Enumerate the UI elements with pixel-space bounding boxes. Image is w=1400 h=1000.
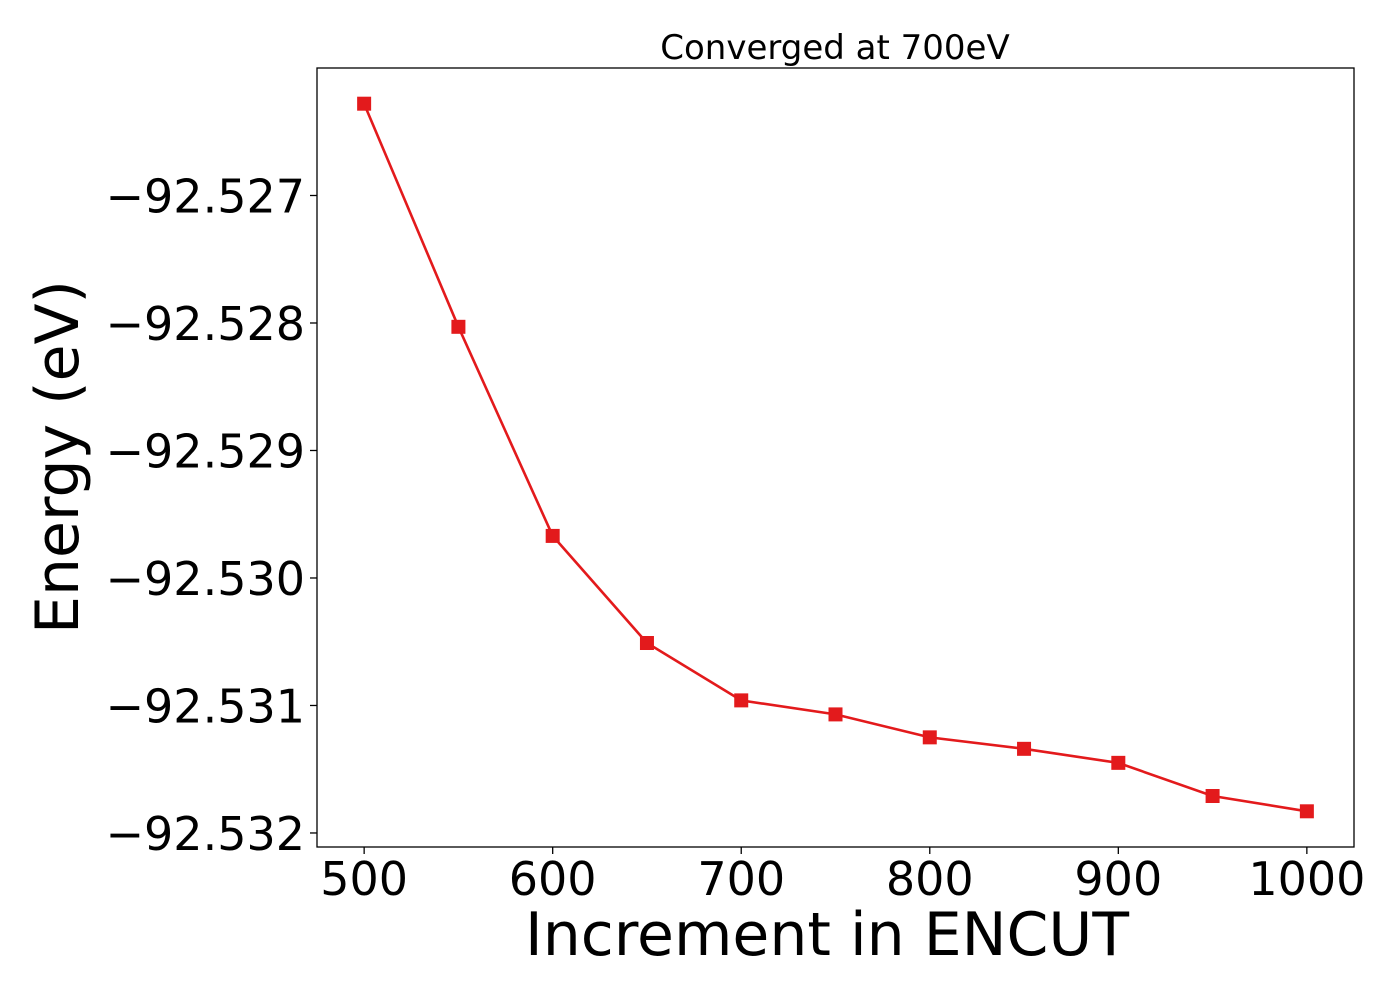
y-axis-ticks: −92.527 −92.528 −92.529 −92.530 −92.531 −92.5… [106, 169, 317, 861]
y-tick-label: −92.529 [106, 424, 306, 478]
data-point-marker [734, 693, 749, 708]
y-tick-label: −92.527 [106, 169, 306, 223]
plot-area-frame [316, 67, 1355, 848]
x-tick-label: 1000 [1248, 852, 1365, 906]
data-point-marker [922, 730, 937, 745]
data-point-marker [357, 96, 372, 111]
x-axis-ticks: 500 600 700 800 900 1000 [320, 847, 1365, 906]
x-tick-label: 600 [509, 852, 597, 906]
y-tick-label: −92.532 [106, 807, 306, 861]
x-axis-label: Increment in ENCUT [525, 900, 1129, 970]
data-point-marker [1111, 755, 1126, 770]
data-point-marker [451, 319, 466, 334]
data-point-marker [1299, 804, 1314, 819]
y-tick-label: −92.531 [106, 679, 306, 733]
y-tick-label: −92.528 [106, 297, 306, 351]
data-point-marker [639, 636, 654, 651]
series-layer [357, 96, 1314, 819]
y-axis-label: Energy (eV) [23, 280, 93, 634]
x-tick-label: 700 [697, 852, 785, 906]
x-tick-label: 900 [1074, 852, 1162, 906]
data-point-marker [828, 707, 843, 722]
series-line [362, 103, 1308, 813]
chart-title: Converged at 700eV [660, 28, 1009, 68]
x-tick-label: 800 [886, 852, 974, 906]
data-point-marker [1017, 741, 1032, 756]
x-tick-label: 500 [320, 852, 408, 906]
y-tick-label: −92.530 [106, 552, 306, 606]
data-point-marker [1205, 789, 1220, 804]
data-point-marker [545, 528, 560, 543]
